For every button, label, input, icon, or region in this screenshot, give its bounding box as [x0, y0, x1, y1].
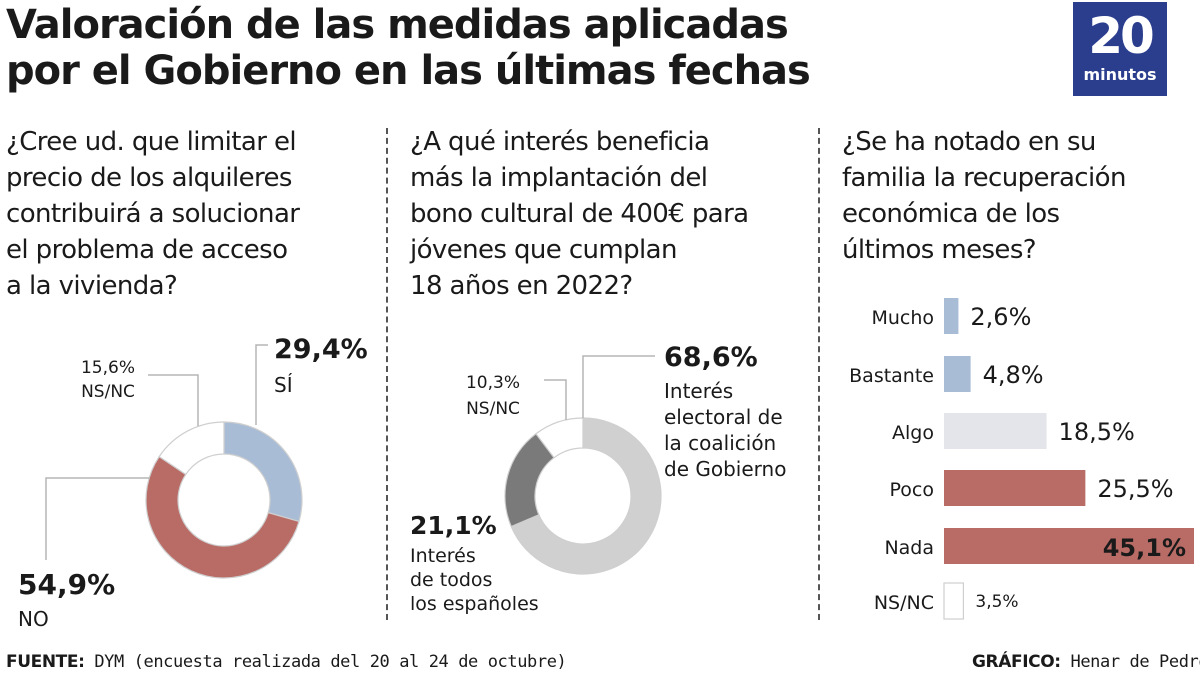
value-label-todos: 21,1% [410, 511, 497, 540]
question-line: familia la recuperación [842, 163, 1126, 193]
bar-value-label: 25,5% [1097, 475, 1173, 503]
source-text: DYM (encuesta realizada del 20 al 24 de … [94, 652, 567, 672]
question-rent: ¿Cree ud. que limitar el precio de los a… [6, 124, 300, 304]
source-note: FUENTE: DYM (encuesta realizada del 20 a… [6, 652, 567, 672]
bar-value-label: 4,8% [983, 361, 1044, 389]
bar-bastante [944, 356, 971, 392]
logo-number: 20 [1088, 7, 1155, 65]
value-label-no: 54,9% [18, 568, 115, 601]
column-divider [386, 128, 388, 620]
bar-mucho [944, 298, 959, 334]
title-line-1: Valoración de las medidas aplicadas [6, 2, 789, 48]
question-line: económica de los [842, 199, 1060, 229]
value-label-nsnc: 15,6% [81, 358, 135, 378]
brand-logo: 20 minutos [1073, 2, 1167, 96]
leader-line-nsnc [148, 374, 199, 426]
bar-category-label: Algo [892, 422, 934, 444]
bar-category-label: Poco [890, 479, 934, 501]
bar-algo [944, 413, 1047, 449]
question-line: el problema de acceso [6, 235, 288, 265]
question-line: más la implantación del [410, 163, 708, 193]
bar-nada [944, 528, 1194, 564]
rent-donut-slice-2 [158, 421, 225, 476]
column-divider [818, 128, 820, 620]
slice-label-electoral: la coalición [664, 431, 776, 455]
leader-line-si [255, 344, 268, 425]
bar-value-label: 2,6% [970, 303, 1031, 331]
question-line: a la vivienda? [6, 271, 178, 301]
bar-category-label: NS/NC [874, 592, 934, 614]
slice-label-todos: de todos [410, 569, 492, 591]
question-recovery: ¿Se ha notado en su familia la recuperac… [842, 124, 1126, 268]
question-line: bono cultural de 400€ para [410, 199, 749, 229]
question-line: ¿Cree ud. que limitar el [6, 127, 297, 157]
rent-donut-slice-0 [223, 421, 303, 523]
value-label-electoral: 68,6% [664, 342, 758, 373]
value-label-nsnc-2: 10,3% [466, 373, 520, 393]
bar-value-label: 18,5% [1059, 418, 1135, 446]
question-line: ¿A qué interés beneficia [410, 127, 710, 157]
question-line: últimos meses? [842, 235, 1037, 265]
slice-label-electoral: electoral de [664, 405, 783, 429]
bono-donut-slice-0 [510, 417, 662, 575]
bar-category-label: Nada [884, 537, 934, 559]
title-line-2: por el Gobierno en las últimas fechas [6, 48, 811, 94]
slice-label-electoral: de Gobierno [664, 457, 786, 481]
bar-category-label: Mucho [871, 307, 934, 329]
bar-nsnc [943, 582, 965, 620]
bar-poco [944, 470, 1086, 506]
page-title: Valoración de las medidas aplicadas por … [6, 2, 1006, 94]
slice-label-nsnc-2: NS/NC [466, 399, 520, 419]
bar-value-label: 45,1% [1103, 534, 1186, 562]
leader-line-nsnc-2 [544, 379, 567, 420]
bar-value-label: 3,5% [975, 592, 1018, 612]
question-bono: ¿A qué interés beneficia más la implanta… [410, 124, 749, 304]
question-line: precio de los alquileres [6, 163, 292, 193]
slice-label-todos: los españoles [410, 593, 539, 615]
question-line: jóvenes que cumplan [410, 235, 677, 265]
logo-word: minutos [1083, 65, 1157, 84]
leader-line-electoral [582, 355, 655, 418]
leader-line-no [45, 477, 150, 560]
question-line: ¿Se ha notado en su [842, 127, 1096, 157]
slice-label-todos: Interés [410, 545, 476, 567]
slice-label-no: NO [18, 607, 49, 631]
rent-donut-slice-1 [145, 455, 300, 579]
slice-label-si: SÍ [274, 373, 293, 397]
question-line: contribuirá a solucionar [6, 199, 300, 229]
credit-label: GRÁFICO: [972, 652, 1061, 672]
credit-text: Henar de Pedro [1070, 652, 1200, 672]
source-label: FUENTE: [6, 652, 85, 672]
credit-note: GRÁFICO: Henar de Pedro [972, 652, 1200, 672]
value-label-si: 29,4% [274, 334, 368, 365]
slice-label-electoral: Interés [664, 379, 733, 403]
question-line: 18 años en 2022? [410, 271, 633, 301]
slice-label-nsnc: NS/NC [81, 382, 135, 402]
bar-category-label: Bastante [849, 365, 934, 387]
bono-donut-slice-2 [535, 417, 584, 459]
